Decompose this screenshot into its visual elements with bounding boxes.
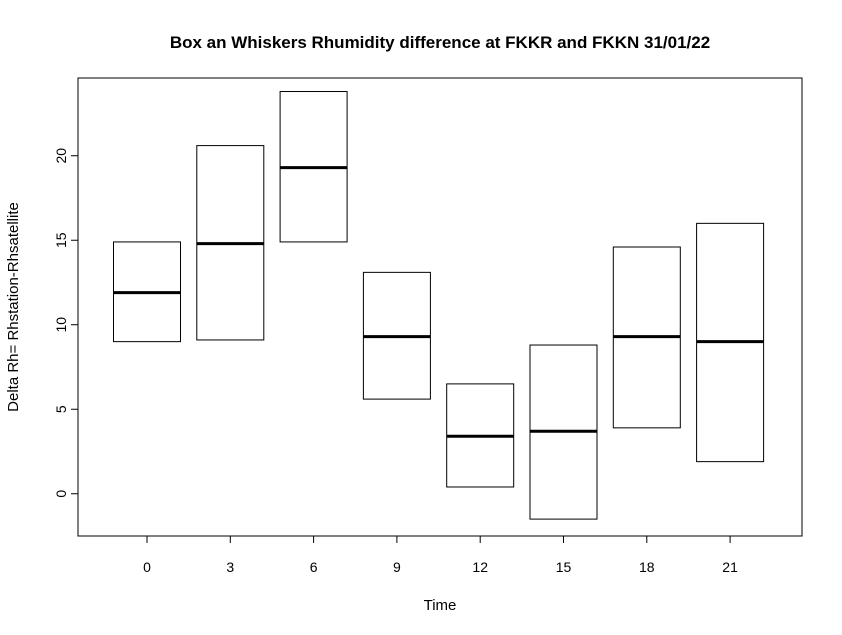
x-axis: 0 3 6 9 12 15 18 21 bbox=[143, 535, 738, 575]
x-tick-label-3: 3 bbox=[226, 559, 234, 575]
box-group-21 bbox=[696, 222, 765, 463]
chart-title: Box an Whiskers Rhumidity difference at … bbox=[170, 33, 710, 52]
y-tick-label-5: 5 bbox=[53, 405, 69, 413]
box-group-15 bbox=[529, 344, 598, 520]
box-group-6 bbox=[279, 91, 348, 243]
box-group-9 bbox=[362, 271, 431, 400]
y-tick-label-0: 0 bbox=[53, 490, 69, 498]
x-tick-label-6: 6 bbox=[310, 559, 318, 575]
x-tick-label-12: 12 bbox=[472, 559, 488, 575]
x-tick-label-9: 9 bbox=[393, 559, 401, 575]
boxes-layer bbox=[113, 91, 765, 520]
x-tick-label-18: 18 bbox=[639, 559, 655, 575]
y-tick-label-10: 10 bbox=[53, 317, 69, 333]
box-group-12 bbox=[446, 383, 515, 488]
x-tick-label-15: 15 bbox=[556, 559, 572, 575]
plot-frame bbox=[77, 77, 803, 537]
x-tick-label-0: 0 bbox=[143, 559, 151, 575]
y-axis-label: Delta Rh= Rhstation-Rhsatellite bbox=[5, 202, 22, 412]
x-tick-label-21: 21 bbox=[722, 559, 738, 575]
y-axis: 0 5 10 15 20 bbox=[53, 148, 79, 498]
box-group-18 bbox=[612, 246, 681, 429]
y-tick-label-15: 15 bbox=[53, 232, 69, 248]
x-axis-label: Time bbox=[424, 597, 457, 614]
y-tick-label-20: 20 bbox=[53, 148, 69, 164]
box-group-3 bbox=[196, 145, 265, 341]
box-group-0 bbox=[113, 241, 181, 343]
